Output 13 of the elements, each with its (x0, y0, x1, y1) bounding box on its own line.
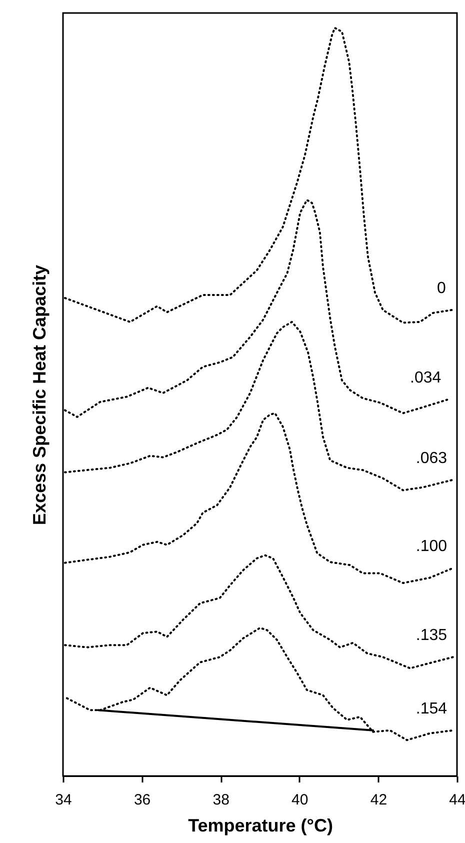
x-tick-label: 34 (55, 792, 72, 808)
x-axis-title: Temperature (°C) (188, 816, 333, 836)
series-label: .100 (416, 538, 448, 556)
series-label: .154 (416, 700, 448, 718)
series-label: .063 (416, 450, 448, 467)
x-tick-label: 42 (370, 792, 388, 808)
x-tick-label: 36 (134, 792, 151, 808)
series-label: .034 (410, 370, 442, 387)
y-axis-title: Excess Specific Heat Capacity (30, 264, 50, 526)
x-tick-label: 40 (292, 792, 308, 808)
series-label: .135 (416, 627, 448, 644)
x-tick-label: 38 (212, 792, 230, 808)
series-label: 0 (436, 280, 446, 297)
